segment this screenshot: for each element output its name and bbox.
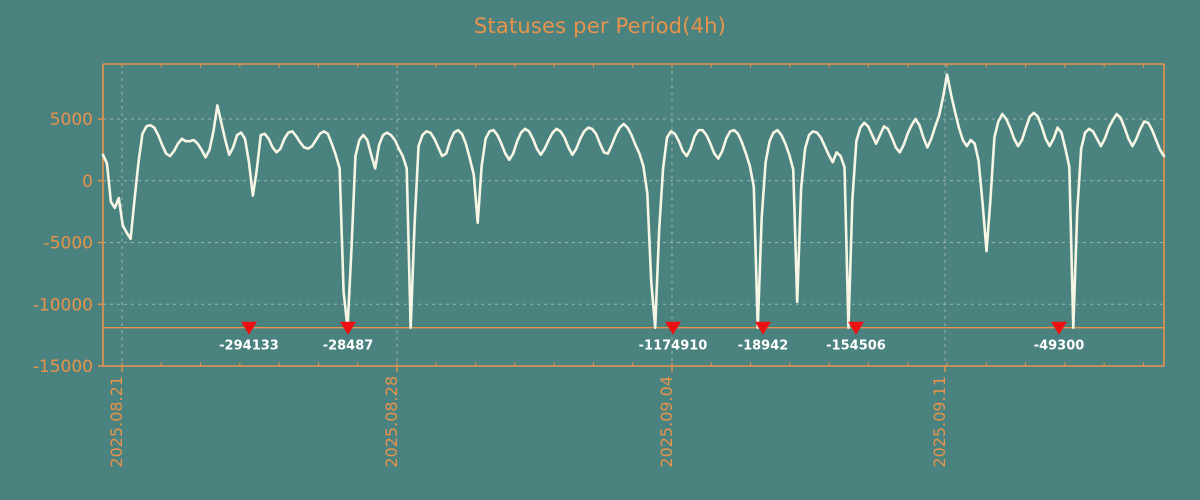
- annotation-markers: [241, 321, 1067, 335]
- annotation-value-label: -294133: [219, 339, 279, 354]
- x-gridlines: [121, 64, 946, 366]
- x-tick-label: 2025.09.11: [930, 376, 949, 468]
- chart-title: Statuses per Period(4h): [473, 14, 727, 38]
- annotation-labels: -294133 -28487 -1174910 -18942 -154506 -49300: [219, 339, 1084, 354]
- annotation-marker-triangle[interactable]: [1051, 321, 1067, 335]
- annotation-marker-triangle[interactable]: [665, 321, 681, 335]
- x-tick-label: 2025.09.04: [657, 376, 676, 468]
- y-tick-label: 0: [82, 172, 93, 192]
- annotation-value-label: -154506: [826, 339, 886, 354]
- x-tick-label: 2025.08.28: [382, 376, 401, 468]
- y-tick-label: 5000: [50, 110, 93, 130]
- y-tick-label: -5000: [44, 234, 93, 254]
- annotation-value-label: -18942: [738, 339, 789, 354]
- x-axis-ticks: 2025.08.21 2025.08.28 2025.09.04 2025.09.11: [107, 64, 1144, 468]
- annotation-value-label: -28487: [323, 339, 374, 354]
- annotation-marker-triangle[interactable]: [755, 321, 771, 335]
- annotation-marker-triangle[interactable]: [848, 321, 864, 335]
- x-tick-label: 2025.08.21: [107, 376, 126, 468]
- y-tick-label: -15000: [33, 357, 93, 377]
- y-axis-ticks: 5000 0 -5000 -10000 -15000: [33, 110, 103, 377]
- gridlines: [103, 118, 1164, 305]
- annotation-marker-triangle[interactable]: [241, 321, 257, 335]
- annotation-marker-triangle[interactable]: [340, 321, 356, 335]
- annotation-value-label: -1174910: [639, 339, 708, 354]
- series-statuses-line: [101, 73, 1166, 330]
- data-series-line: [101, 73, 1166, 330]
- plot-frame: [102, 63, 1165, 367]
- y-tick-label: -10000: [33, 295, 93, 315]
- annotation-value-label: -49300: [1034, 339, 1085, 354]
